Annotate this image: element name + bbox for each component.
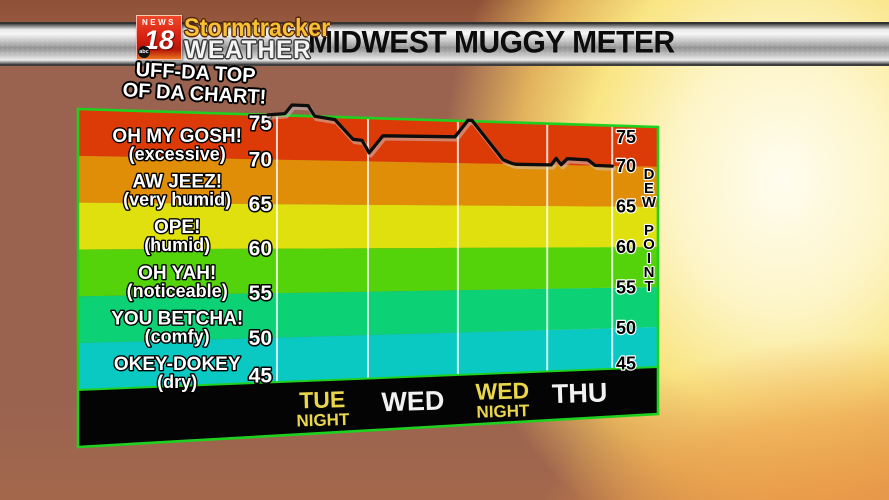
ytick-right: 50 <box>616 318 636 338</box>
band-label: OKEY-DOKEY <box>114 354 241 375</box>
band-sublabel: (humid) <box>144 235 210 255</box>
day-label: WED <box>475 377 529 405</box>
band-sublabel: (dry) <box>157 372 197 392</box>
logo-wordmark: Stormtracker WEATHER <box>184 16 340 63</box>
station-logo: NEWS 18 abc Stormtracker WEATHER <box>136 15 340 63</box>
dew-point-axis-letter: E <box>644 180 654 197</box>
day-label: WED <box>381 385 445 417</box>
band-label: OH YAH! <box>138 263 216 284</box>
x-axis-band <box>78 367 658 447</box>
ytick-left: 70 <box>249 149 272 172</box>
band-label: OPE! <box>154 217 200 238</box>
ytick-right: 55 <box>616 278 636 298</box>
ytick-right: 75 <box>616 127 636 147</box>
dew-point-axis-letter: N <box>644 264 655 281</box>
stormtracker-wordmark: Stormtracker <box>184 14 331 42</box>
day-sublabel: NIGHT <box>296 410 350 431</box>
day-label: TUE <box>299 386 346 413</box>
dew-point-axis-letter: T <box>644 278 653 295</box>
ytick-left: 55 <box>249 282 273 305</box>
ytick-left: 65 <box>249 193 273 216</box>
ytick-right: 65 <box>616 197 636 217</box>
chart-border <box>76 107 660 449</box>
ytick-left: 50 <box>249 327 272 350</box>
band-sublabel: (noticeable) <box>127 281 228 301</box>
ytick-right: 60 <box>616 237 636 257</box>
band-sublabel: (comfy) <box>145 327 210 347</box>
ytick-right: 70 <box>616 156 636 176</box>
ytick-left: 60 <box>249 238 272 261</box>
band-label: OH MY GOSH! <box>112 126 242 147</box>
day-label: THU <box>551 377 607 409</box>
band-sublabel: (very humid) <box>123 190 231 210</box>
band-label: YOU BETCHA! <box>111 309 243 330</box>
dew-point-axis-letter: P <box>644 222 654 239</box>
dew-point-axis-letter: W <box>642 194 657 211</box>
logo-news-text: NEWS <box>142 18 176 27</box>
weather-wordmark: WEATHER <box>184 36 312 64</box>
page-title: MIDWEST MUGGY METER <box>308 25 675 60</box>
day-sublabel: NIGHT <box>476 401 530 422</box>
news18-logo-box: NEWS 18 abc <box>136 15 182 60</box>
dew-point-axis-letter: I <box>647 250 651 267</box>
dewpoint-line <box>266 103 614 168</box>
dew-point-axis-letter: O <box>643 236 655 253</box>
axis-band-top-border <box>77 366 659 391</box>
ytick-left: 45 <box>249 364 273 387</box>
band-sublabel: (excessive) <box>129 144 226 164</box>
abc-network-icon: abc <box>138 46 150 58</box>
ytick-right: 45 <box>616 354 636 374</box>
band-label: AW JEEZ! <box>132 172 222 193</box>
dew-point-axis-letter: D <box>644 166 655 183</box>
